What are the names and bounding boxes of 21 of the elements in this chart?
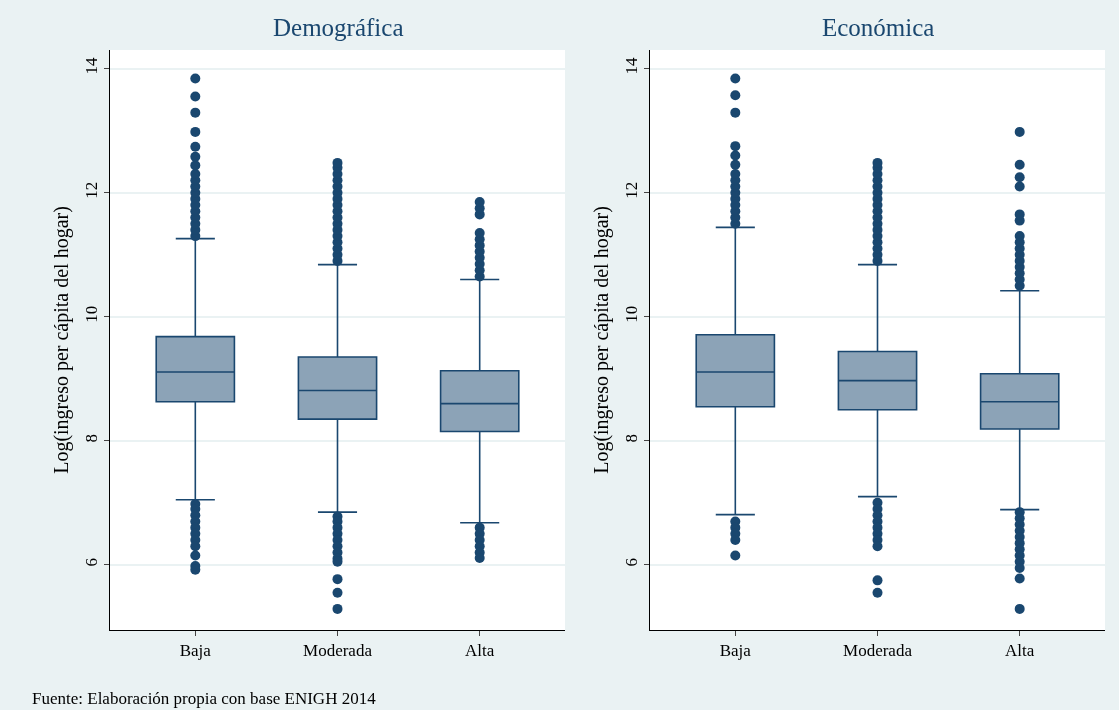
y-tick-label: 12 — [622, 181, 642, 199]
y-tick-label: 6 — [82, 558, 102, 567]
y-tick-label: 8 — [82, 434, 102, 443]
x-tick-label: Alta — [465, 641, 495, 661]
y-axis-title: Log(ingreso per cápita del hogar) — [589, 206, 613, 474]
x-tick-label: Moderada — [303, 641, 373, 661]
x-tick-label: Moderada — [843, 641, 913, 661]
x-tick-label: Alta — [1005, 641, 1035, 661]
x-tick-label: Baja — [719, 641, 752, 661]
y-tick-label: 14 — [82, 57, 102, 75]
y-axis-title: Log(ingreso per cápita del hogar) — [49, 206, 73, 474]
chart-title: Demográfica — [273, 14, 404, 41]
y-tick-label: 14 — [622, 57, 642, 75]
y-tick-label: 12 — [82, 181, 102, 199]
chart-title: Económica — [822, 14, 935, 41]
y-tick-label: 10 — [82, 305, 102, 323]
y-tick-label: 8 — [622, 434, 642, 443]
source-note: Fuente: Elaboración propia con base ENIGH 2014 — [32, 689, 377, 708]
y-tick-label: 10 — [622, 305, 642, 323]
y-tick-label: 6 — [622, 558, 642, 567]
x-tick-label: Baja — [179, 641, 212, 661]
